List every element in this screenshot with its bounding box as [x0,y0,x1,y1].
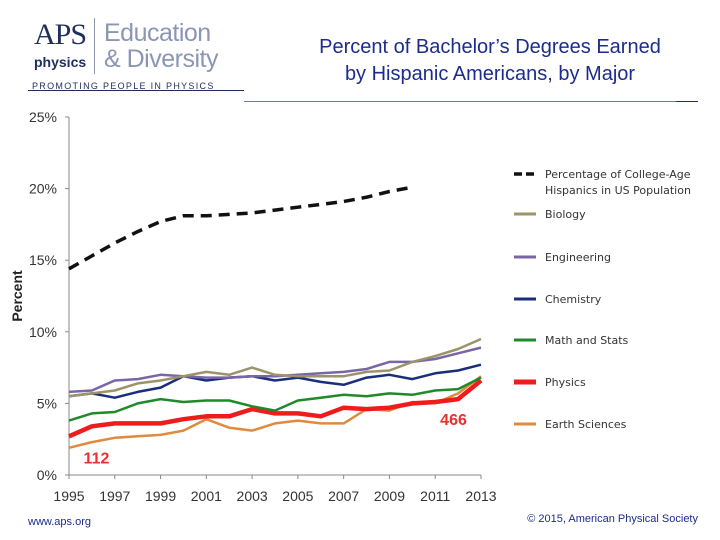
series-line-chemistry [68,363,482,399]
x-tick-label: 1997 [99,488,130,504]
data-annotation: 112 [84,451,110,468]
x-tick-label: 2013 [465,488,496,504]
legend-label: Physics [545,376,586,389]
footer-copyright: © 2015, American Physical Society [527,513,698,525]
legend-label: Math and Stats [545,334,629,347]
legend-label: Earth Sciences [545,418,627,431]
title-rule-accent [676,101,698,102]
legend-label: Biology [545,208,586,221]
chart-title-line2: by Hispanic Americans, by Major [344,63,636,85]
aps-logo: APS physics Education & Diversity PROMOT… [28,14,228,94]
data-annotation: 466 [440,412,467,429]
x-tick-label: 2005 [282,488,313,504]
legend-label-cont: Hispanics in US Population [545,184,691,197]
x-tick-label: 2011 [420,488,450,504]
series-line-physics [68,378,483,439]
y-tick-label: 15% [29,252,57,268]
legend-label: Engineering [545,251,611,264]
x-tick-label: 2009 [374,488,405,504]
series-line-percentage-of-college-age-hispanics-in-us-population [68,185,413,271]
y-tick-label: 5% [37,395,57,411]
x-tick-label: 2007 [328,488,359,504]
logo-physics-text: physics [34,54,87,70]
y-tick-label: 10% [29,324,57,340]
y-tick-label: 25% [29,109,57,125]
logo-underline [28,90,244,91]
x-tick-label: 1999 [145,488,176,504]
x-tick-label: 2003 [237,488,268,504]
logo-edu-line2: & Diversity [104,45,218,73]
series-line-math-and-stats [68,376,482,422]
chart-title-line1: Percent of Bachelor’s Degrees Earned [319,36,661,58]
logo-divider [94,18,95,74]
footer-url[interactable]: www.aps.org [28,516,91,528]
logo-edu-line1: Education [104,19,211,47]
y-axis-label: Percent [9,270,25,322]
y-tick-label: 20% [29,181,57,197]
chart-title: Percent of Bachelor’s Degrees Earned by … [262,34,718,88]
logo-tagline: PROMOTING PEOPLE IN PHYSICS [32,81,215,91]
series-line-biology [68,337,482,398]
logo-aps-text: APS [34,18,87,51]
title-rule [244,101,676,102]
legend-label: Chemistry [545,293,602,306]
x-tick-label: 2001 [191,488,222,504]
legend-label: Percentage of College-Age [545,168,691,181]
logo-education-diversity: Education & Diversity [104,20,218,72]
x-tick-label: 1995 [53,488,84,504]
y-tick-label: 0% [37,467,57,483]
